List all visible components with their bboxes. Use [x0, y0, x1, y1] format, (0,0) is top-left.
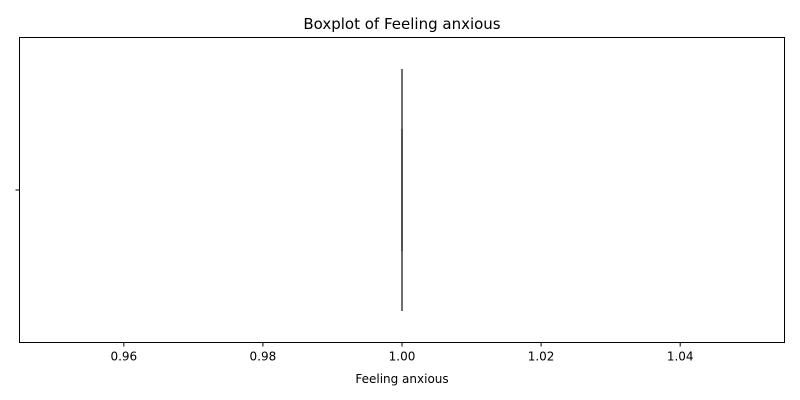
chart-title: Boxplot of Feeling anxious — [303, 15, 500, 33]
x-tick-label: 0.98 — [250, 350, 277, 364]
x-axis-ticks: 0.96 0.98 1.00 1.02 1.04 — [110, 342, 694, 364]
x-tick-label: 1.04 — [667, 350, 694, 364]
x-tick-label: 1.00 — [389, 350, 416, 364]
x-tick-label: 0.96 — [110, 350, 137, 364]
x-axis-label: Feeling anxious — [355, 372, 448, 386]
x-tick-label: 1.02 — [528, 350, 555, 364]
